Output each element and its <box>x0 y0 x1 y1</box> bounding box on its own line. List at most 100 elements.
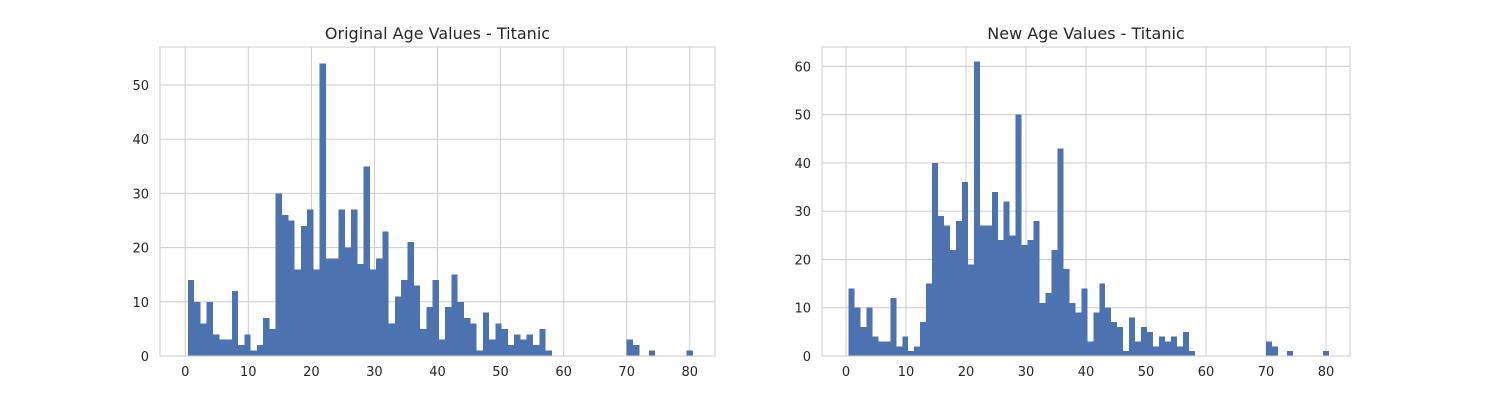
x-tick-label: 60 <box>555 365 572 380</box>
histogram-bar <box>973 61 980 356</box>
x-tick-label: 40 <box>1078 365 1095 380</box>
histogram-bar <box>908 351 915 356</box>
histogram-bar <box>955 220 962 356</box>
histogram-bar <box>1069 302 1076 356</box>
histogram-bar <box>961 182 968 356</box>
histogram-bar <box>219 339 226 356</box>
y-tick-label: 30 <box>794 205 811 220</box>
histogram-bar <box>926 283 933 356</box>
histogram-bar <box>533 345 540 356</box>
histogram-bar <box>206 301 213 356</box>
histogram-bar <box>1176 346 1183 356</box>
histogram-bar <box>407 242 414 356</box>
histogram-bar <box>269 328 276 356</box>
histogram-bar <box>1105 307 1112 356</box>
histogram-bar <box>1045 293 1052 356</box>
histogram-bar <box>648 350 656 356</box>
histogram-bar <box>231 290 239 356</box>
histogram-bar <box>860 327 867 356</box>
y-tick-label: 40 <box>132 133 149 148</box>
histogram-bar <box>238 345 245 356</box>
y-tick-label: 50 <box>132 79 149 94</box>
histogram-bar <box>1164 341 1171 356</box>
chart-title: New Age Values - Titanic <box>987 24 1184 43</box>
histogram-bar <box>376 258 383 356</box>
histogram-bar <box>1003 201 1010 356</box>
histogram-bar <box>545 350 552 356</box>
histogram-bar <box>920 322 927 356</box>
histogram-bar <box>1051 249 1058 356</box>
histogram-bar <box>344 247 352 356</box>
histogram-bar <box>520 339 527 356</box>
histogram-bar <box>470 323 477 356</box>
histogram-bar <box>426 307 433 356</box>
histogram-bar <box>1033 220 1040 356</box>
histogram-bar <box>325 258 333 356</box>
histogram-bar <box>854 307 861 356</box>
histogram-bar <box>1027 240 1034 356</box>
histogram-bar <box>250 350 257 356</box>
x-tick-label: 30 <box>1018 365 1035 380</box>
histogram-bar <box>256 345 264 356</box>
histogram-bar <box>878 341 885 356</box>
histogram-bar <box>967 264 974 356</box>
x-tick-label: 0 <box>181 365 189 380</box>
x-tick-label: 10 <box>898 365 915 380</box>
histogram-bar <box>212 334 220 356</box>
x-tick-label: 50 <box>492 365 509 380</box>
histogram-bar <box>985 225 992 356</box>
histogram-bar <box>1158 336 1165 356</box>
histogram-bar <box>979 225 986 356</box>
histogram-bar <box>463 318 471 356</box>
histogram-bar <box>944 225 951 356</box>
histogram-bar <box>686 350 693 356</box>
histogram-bar <box>890 298 897 356</box>
histogram-bar <box>294 269 301 356</box>
histogram-bar <box>1147 331 1153 356</box>
x-tick-label: 50 <box>1138 365 1155 380</box>
histogram-bar <box>1021 244 1028 356</box>
x-tick-label: 0 <box>842 365 850 380</box>
histogram-bar <box>187 280 195 356</box>
histogram-bar <box>451 274 458 356</box>
chart-original-age: Original Age Values - Titanic 0 10 20 30 40 5… <box>132 24 716 380</box>
histogram-bar <box>1087 341 1094 356</box>
y-tick-label: 10 <box>794 302 811 317</box>
histogram-bar <box>1287 351 1293 356</box>
histogram-bar <box>476 350 483 356</box>
y-tick-label: 20 <box>132 242 149 257</box>
histogram-bar <box>626 339 633 356</box>
histogram-bar <box>633 345 640 356</box>
histogram-bar <box>997 240 1004 356</box>
histogram-bar <box>338 209 345 356</box>
histogram-bar <box>1152 346 1159 356</box>
histogram-bar <box>438 339 446 356</box>
histogram-bar <box>194 301 201 356</box>
histogram-bar <box>884 341 891 356</box>
histogram-bar <box>1129 317 1136 356</box>
histogram-bar <box>1099 283 1106 356</box>
x-tick-label: 10 <box>240 365 257 380</box>
histogram-bar <box>244 334 251 356</box>
histogram-bar <box>457 301 464 356</box>
histogram-bar <box>514 334 521 356</box>
histogram-bar <box>1266 341 1272 356</box>
histogram-bar <box>1123 351 1130 356</box>
histogram-bar <box>445 307 452 356</box>
histogram-bar <box>401 280 408 356</box>
histogram-bar <box>351 209 358 356</box>
x-tick-label: 20 <box>303 365 320 380</box>
histogram-bar <box>902 336 909 356</box>
histogram-bar <box>1093 312 1100 356</box>
histogram-bar <box>1170 336 1177 356</box>
histogram-bar <box>319 63 326 357</box>
histogram-bar <box>432 280 439 356</box>
histogram-bar <box>872 336 879 356</box>
histogram-bar <box>263 318 270 356</box>
histogram-bar <box>501 328 508 356</box>
x-tick-label: 80 <box>1318 365 1335 380</box>
histogram-bar <box>200 323 207 356</box>
histogram-bar <box>332 258 339 356</box>
histogram-bar <box>482 312 490 356</box>
histogram-bar <box>507 345 515 356</box>
